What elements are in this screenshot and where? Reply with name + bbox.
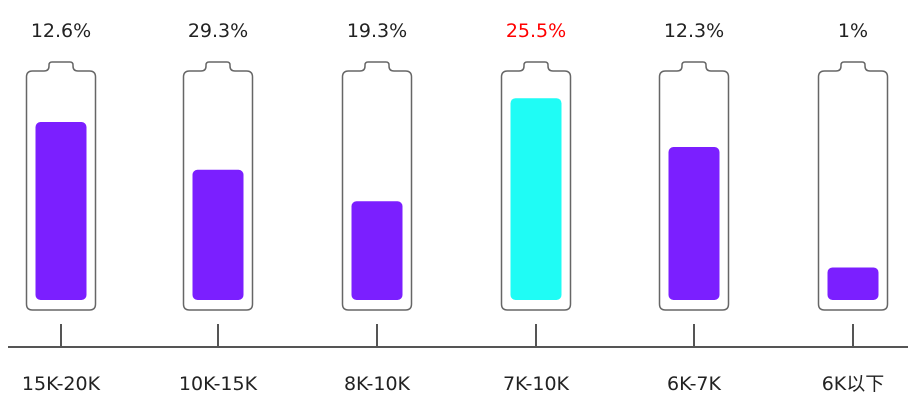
battery-group: [25, 61, 889, 311]
category-label: 6K以下: [822, 373, 885, 395]
battery-outline: [817, 61, 889, 311]
value-label: 12.3%: [664, 20, 724, 42]
value-label: 29.3%: [188, 20, 248, 42]
value-label: 1%: [838, 20, 868, 42]
battery-fill-bar: [192, 169, 244, 300]
battery-outline: [341, 61, 413, 311]
label-group: 12.6% 15K-20K 29.3% 10K-15K 19.3% 8K-10K 25.5%…: [22, 20, 884, 395]
value-label: 12.6%: [31, 20, 91, 42]
category-label: 15K-20K: [22, 373, 101, 395]
battery-fill-bar: [827, 267, 879, 300]
battery-fill-bar: [351, 201, 403, 300]
category-label: 7K-10K: [503, 373, 570, 395]
category-label: 8K-10K: [344, 373, 411, 395]
category-label: 6K-7K: [667, 373, 721, 395]
battery-outline: [500, 61, 572, 311]
battery-outline: [658, 61, 730, 311]
battery-fill-bar: [510, 98, 562, 300]
value-label: 19.3%: [347, 20, 407, 42]
battery-fill-bar: [35, 122, 87, 300]
battery-outline: [182, 61, 254, 311]
battery-outline: [25, 61, 97, 311]
value-label: 25.5%: [506, 20, 566, 42]
category-label: 10K-15K: [179, 373, 258, 395]
battery-fill-bar: [668, 147, 720, 300]
